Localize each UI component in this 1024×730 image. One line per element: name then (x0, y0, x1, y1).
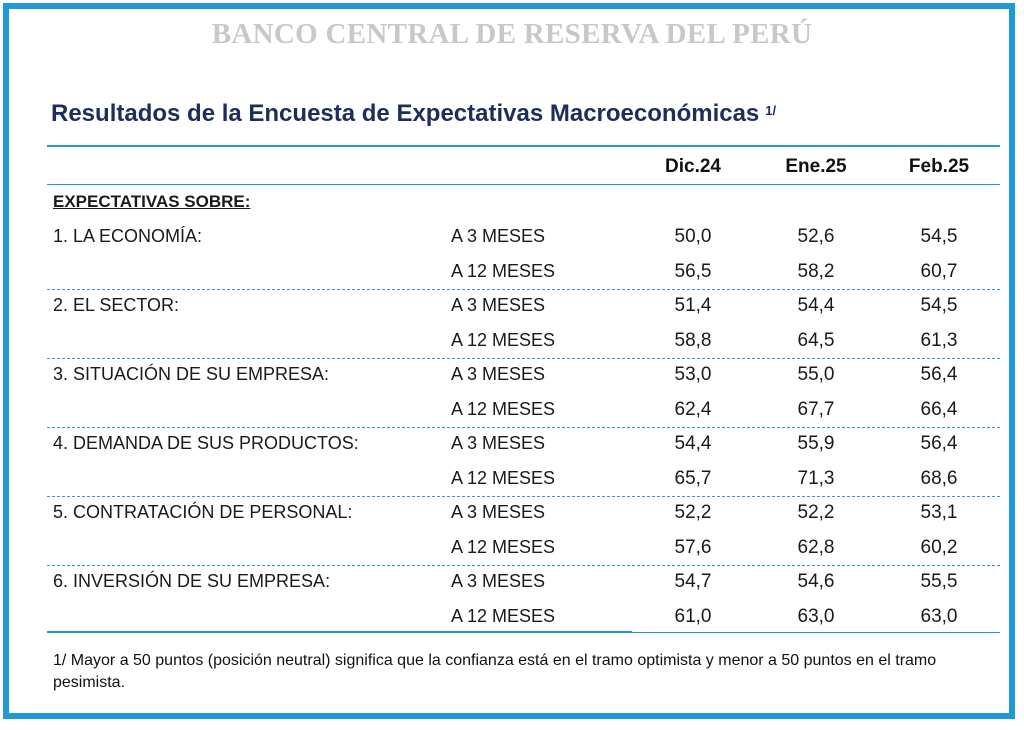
row-value-1: 50,0 (674, 226, 712, 247)
row-value-3: 56,4 (920, 364, 958, 385)
row-value-2: 67,7 (797, 398, 835, 420)
row-horizon: A 12 MESES (451, 329, 556, 350)
table-row: 1. LA ECONOMÍA: A 3 MESES 50,0 52,6 54,5 (0, 226, 1000, 260)
row-value-3: 53,1 (920, 502, 958, 523)
row-value-1: 62,4 (674, 398, 712, 420)
column-header-feb25: Feb.25 (908, 156, 970, 177)
header-bottom-rule (47, 184, 1000, 185)
row-value-1: 52,2 (674, 502, 712, 523)
row-value-2: 52,2 (797, 502, 835, 523)
row-value-1: 51,4 (674, 295, 712, 316)
column-header-dic24: Dic.24 (665, 156, 721, 177)
row-value-2: 54,6 (797, 571, 835, 592)
row-value-2: 54,4 (797, 295, 835, 316)
row-value-3: 54,5 (920, 295, 958, 316)
row-category: 4. DEMANDA DE SUS PRODUCTOS: (53, 433, 359, 453)
row-value-2: 71,3 (797, 467, 835, 489)
row-category: 1. LA ECONOMÍA: (53, 226, 203, 246)
table-row: A 12 MESES 57,6 62,8 60,2 (0, 537, 1000, 571)
table-row: A 12 MESES 65,7 71,3 68,6 (0, 468, 1000, 502)
table-row: 3. SITUACIÓN DE SU EMPRESA: A 3 MESES 53,0… (0, 364, 1000, 398)
bank-name: BANCO CENTRAL DE RESERVA DEL PERÚ (211, 18, 813, 50)
row-horizon: A 3 MESES (451, 295, 546, 315)
row-horizon: A 3 MESES (451, 364, 546, 384)
page-title: Resultados de la Encuesta de Expectativa… (51, 100, 776, 128)
row-value-1: 56,5 (674, 260, 712, 282)
row-value-3: 61,3 (920, 329, 958, 351)
title-text: Resultados de la Encuesta de Expectativa… (51, 100, 760, 127)
row-horizon: A 12 MESES (451, 536, 556, 557)
row-value-2: 64,5 (797, 329, 835, 351)
row-value-2: 52,6 (797, 226, 835, 247)
header-top-rule (47, 145, 1000, 147)
row-category: 6. INVERSIÓN DE SU EMPRESA: (53, 571, 331, 591)
row-horizon: A 12 MESES (451, 398, 556, 419)
row-value-2: 55,9 (797, 433, 835, 454)
table-bottom-rule (47, 631, 632, 633)
row-value-3: 60,7 (920, 260, 958, 282)
row-value-1: 57,6 (674, 536, 712, 558)
footnote: 1/ Mayor a 50 puntos (posición neutral) … (53, 652, 937, 691)
row-value-2: 62,8 (797, 536, 835, 558)
group-separator (47, 289, 1000, 290)
row-value-3: 66,4 (920, 398, 958, 420)
group-separator (47, 496, 1000, 497)
row-value-1: 61,0 (674, 605, 712, 627)
table-row: 2. EL SECTOR: A 3 MESES 51,4 54,4 54,5 (0, 295, 1000, 329)
row-value-3: 56,4 (920, 433, 958, 454)
row-value-1: 54,7 (674, 571, 712, 592)
section-label: EXPECTATIVAS SOBRE: (53, 192, 251, 211)
row-value-3: 68,6 (920, 467, 958, 489)
row-horizon: A 3 MESES (451, 571, 546, 591)
row-horizon: A 12 MESES (451, 467, 556, 488)
column-header-ene25: Ene.25 (785, 156, 847, 177)
row-value-3: 63,0 (920, 605, 958, 627)
document-frame (3, 3, 1015, 719)
table-row: 5. CONTRATACIÓN DE PERSONAL: A 3 MESES 52,… (0, 502, 1000, 536)
row-category: 2. EL SECTOR: (53, 295, 180, 315)
row-horizon: A 3 MESES (451, 226, 546, 246)
row-value-1: 54,4 (674, 433, 712, 454)
row-value-2: 55,0 (797, 364, 835, 385)
table-row: A 12 MESES 58,8 64,5 61,3 (0, 330, 1000, 364)
row-value-2: 58,2 (797, 260, 835, 282)
table-row: A 12 MESES 56,5 58,2 60,7 (0, 261, 1000, 295)
row-value-3: 60,2 (920, 536, 958, 558)
row-value-2: 63,0 (797, 605, 835, 627)
title-footnote-marker: 1/ (765, 103, 777, 118)
row-horizon: A 12 MESES (451, 260, 556, 281)
table-row: 4. DEMANDA DE SUS PRODUCTOS: A 3 MESES 54,… (0, 433, 1000, 467)
row-category: 5. CONTRATACIÓN DE PERSONAL: (53, 502, 353, 522)
row-horizon: A 3 MESES (451, 433, 546, 453)
row-value-3: 54,5 (920, 226, 958, 247)
table-row: 6. INVERSIÓN DE SU EMPRESA: A 3 MESES 54,7… (0, 571, 1000, 605)
group-separator (47, 358, 1000, 359)
row-value-3: 55,5 (920, 571, 958, 592)
table-row: A 12 MESES 62,4 67,7 66,4 (0, 399, 1000, 433)
table-row: A 12 MESES 61,0 63,0 63,0 (0, 606, 1000, 640)
row-value-1: 53,0 (674, 364, 712, 385)
row-category: 3. SITUACIÓN DE SU EMPRESA: (53, 364, 330, 384)
group-separator (47, 565, 1000, 566)
row-horizon: A 3 MESES (451, 502, 546, 522)
group-separator (47, 427, 1000, 428)
table-bottom-rule-right (632, 632, 1000, 633)
row-horizon: A 12 MESES (451, 605, 556, 626)
row-value-1: 65,7 (674, 467, 712, 489)
row-value-1: 58,8 (674, 329, 712, 351)
